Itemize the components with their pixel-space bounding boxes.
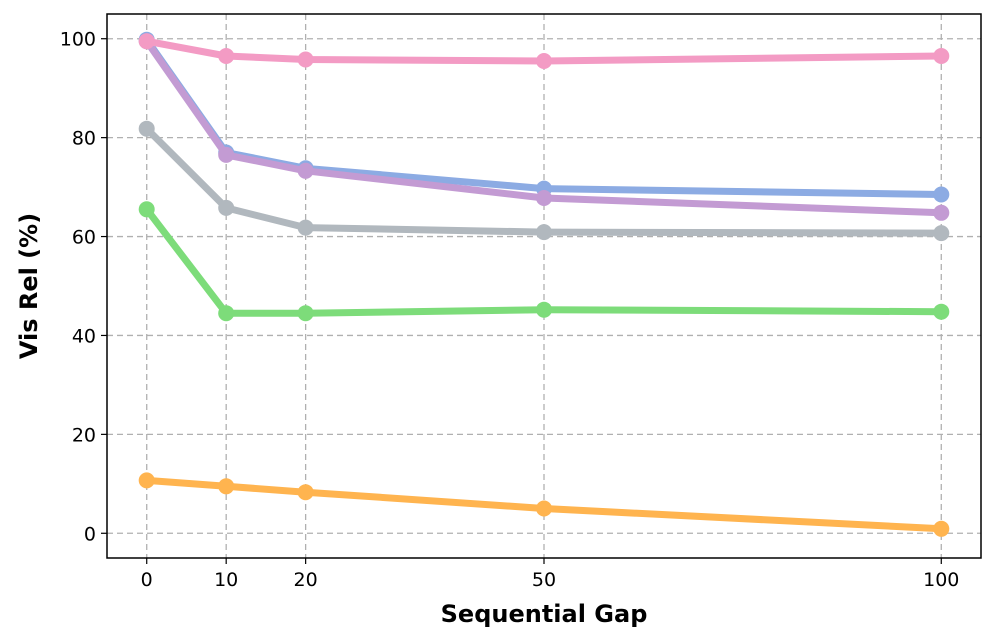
y-tick-label: 80	[72, 128, 96, 150]
series-orange-point	[218, 478, 235, 495]
series-orange-point	[138, 472, 155, 489]
series-purple-point	[536, 190, 552, 206]
series-purple-point	[297, 162, 314, 179]
series-gray-point	[536, 224, 552, 241]
series-green-point	[218, 305, 235, 322]
y-tick-label: 60	[72, 227, 96, 249]
series-pink-point	[297, 51, 314, 68]
series-pink-point	[218, 48, 235, 64]
series-orange	[138, 472, 950, 537]
y-axis-title: Vis Rel (%)	[15, 213, 43, 359]
series-green	[138, 201, 950, 322]
series-green-point	[933, 303, 950, 320]
series-green-point	[297, 305, 314, 322]
ticks: 0 10 20 50 100 0 20 40 60 80 100	[60, 29, 960, 591]
series-gray-point	[933, 225, 950, 242]
series-orange-point	[536, 500, 552, 517]
series-orange-point	[297, 484, 314, 501]
x-tick-label: 10	[214, 569, 238, 591]
series-gray	[138, 120, 950, 242]
y-tick-label: 40	[72, 325, 96, 347]
series-pink-point	[138, 33, 155, 50]
y-tick-label: 100	[60, 29, 96, 51]
series-purple-point	[218, 146, 235, 163]
series-gray-point	[138, 120, 155, 137]
series-green-point	[138, 201, 155, 218]
y-tick-label: 20	[72, 424, 96, 446]
grid	[107, 14, 981, 558]
x-tick-label: 20	[294, 569, 318, 591]
series-gray-point	[297, 219, 314, 236]
x-tick-label: 50	[532, 569, 556, 591]
x-tick-label: 100	[923, 569, 959, 591]
series-gray-point	[218, 199, 235, 216]
series-pink-point	[933, 48, 950, 64]
series-pink-point	[536, 53, 552, 69]
y-tick-label: 0	[84, 523, 96, 545]
series-purple-point	[933, 204, 950, 221]
series-pink	[138, 33, 950, 69]
series-blue-point	[933, 186, 950, 203]
x-axis-title: Sequential Gap	[441, 600, 648, 628]
series-orange-point	[933, 520, 950, 537]
series-group	[138, 31, 950, 537]
series-green-point	[536, 301, 552, 318]
x-tick-label: 0	[141, 569, 153, 591]
